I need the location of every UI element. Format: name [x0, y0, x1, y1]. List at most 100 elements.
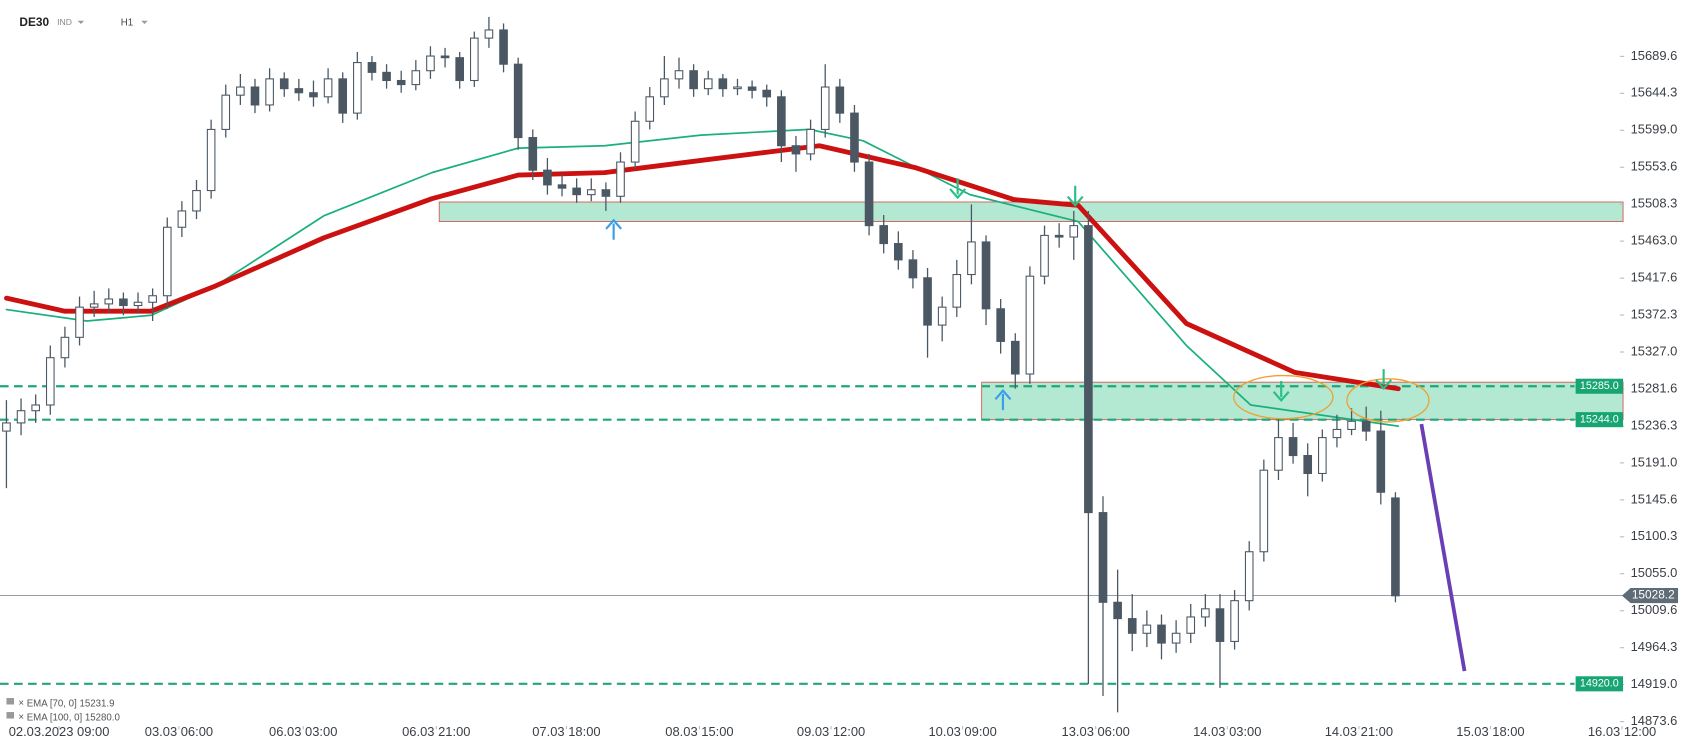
level-label: 15285.0 [1580, 380, 1619, 392]
y-tick-label: 15281.6 [1631, 380, 1678, 395]
candle-body [411, 70, 421, 86]
up-arrow [994, 389, 1012, 411]
level-label: 15244.0 [1580, 414, 1619, 426]
candle-body [645, 96, 655, 122]
ema-line [4, 143, 1401, 392]
candle-body [1201, 608, 1210, 618]
candle-body [1186, 616, 1196, 634]
candle-body [353, 62, 362, 114]
y-tick-label: 15508.3 [1631, 196, 1678, 211]
y-tick-label: 15463.0 [1631, 233, 1678, 248]
candle-body [279, 78, 289, 90]
candle-body [206, 128, 216, 192]
candle-body [1157, 624, 1166, 644]
candle-body [1332, 428, 1342, 439]
candle-body [75, 306, 84, 338]
timeframe[interactable]: H1 [121, 17, 133, 28]
indicator-legend: × EMA [70, 0] 15231.9 × EMA [100, 0] 152… [6, 698, 120, 723]
candle-body [616, 161, 625, 197]
legend-entry[interactable]: × EMA [100, 0] 15280.0 [18, 712, 120, 723]
candle-body [864, 161, 874, 227]
y-tick-label: 15689.6 [1631, 48, 1678, 63]
candle-body [1391, 497, 1400, 597]
x-tick-label: 10.03 09:00 [928, 724, 996, 739]
candle-body [1084, 225, 1093, 514]
candle-body [1171, 632, 1181, 644]
legend-icon[interactable] [6, 712, 15, 719]
candle-body [572, 187, 581, 196]
candle-body [1040, 234, 1049, 277]
dropdown-icon[interactable] [77, 20, 85, 25]
forecast-line [1419, 423, 1467, 672]
candle-body [484, 29, 494, 39]
y-tick-label: 15553.6 [1631, 159, 1678, 174]
y-tick-label: 15236.3 [1631, 417, 1678, 432]
current-price-tag [1621, 588, 1679, 604]
candle-body [119, 298, 128, 307]
dropdown-icon[interactable] [141, 20, 148, 25]
y-tick-label: 15327.0 [1631, 343, 1678, 358]
candle-body [323, 78, 333, 98]
candle-body [1288, 437, 1298, 457]
candle-body [469, 37, 479, 82]
y-tick-label: 14964.3 [1631, 639, 1678, 654]
level-label: 14920.0 [1580, 678, 1619, 690]
candle-body [952, 274, 962, 308]
candle-body [923, 277, 932, 326]
candle-body [601, 189, 611, 197]
x-tick-label: 03.03 06:00 [145, 724, 213, 739]
candle-body [16, 410, 26, 424]
candle-body [733, 86, 742, 90]
candle-body [221, 94, 231, 130]
candle-body [1361, 420, 1371, 432]
legend-value: 15280.0 [85, 712, 121, 723]
candle-body [104, 298, 114, 305]
legend-icon[interactable] [6, 698, 15, 705]
candle-body [1069, 225, 1079, 238]
y-tick-label: 15417.6 [1631, 270, 1678, 285]
down-arrow [1272, 380, 1290, 403]
highlight-ellipse [1233, 374, 1334, 420]
x-tick-label: 06.03 03:00 [269, 724, 337, 739]
legend-entry[interactable]: × EMA [70, 0] 15231.9 [18, 698, 114, 709]
market: IND [57, 17, 72, 27]
candle-body [791, 145, 801, 155]
candle-body [806, 128, 815, 155]
candle-body [1259, 469, 1269, 553]
candle-body [236, 86, 245, 96]
candle-body [879, 225, 889, 245]
candle-body [148, 295, 157, 303]
candle-body [1318, 437, 1327, 475]
candle-body [250, 86, 260, 106]
candle-body [499, 29, 508, 65]
candle-body [60, 336, 70, 359]
candle-body [309, 92, 318, 98]
level-tag [1575, 676, 1624, 692]
symbol[interactable]: DE30 [19, 15, 49, 29]
zone [438, 201, 1624, 222]
candle-body [45, 357, 55, 406]
candle-body [1054, 234, 1064, 238]
candle-body [1098, 512, 1108, 603]
candle-body [89, 303, 99, 308]
candle-body [426, 55, 435, 72]
candle-body [660, 78, 669, 98]
legend-value: 15231.9 [79, 698, 114, 709]
y-tick-label: 14873.6 [1631, 713, 1678, 728]
candle-body [1347, 420, 1356, 430]
level-tag [1575, 412, 1624, 428]
candle-body [689, 70, 698, 90]
candle-body [586, 189, 596, 196]
x-tick-label: 15.03 18:00 [1456, 724, 1524, 739]
candle-body [1025, 275, 1035, 375]
candle-body [996, 308, 1005, 342]
y-tick-label: 15599.0 [1631, 122, 1678, 137]
candle-body [192, 190, 201, 212]
candle-body [937, 306, 947, 326]
x-tick-label: 07.03 18:00 [532, 724, 600, 739]
candle-body [367, 62, 377, 73]
candle-body [382, 71, 391, 82]
